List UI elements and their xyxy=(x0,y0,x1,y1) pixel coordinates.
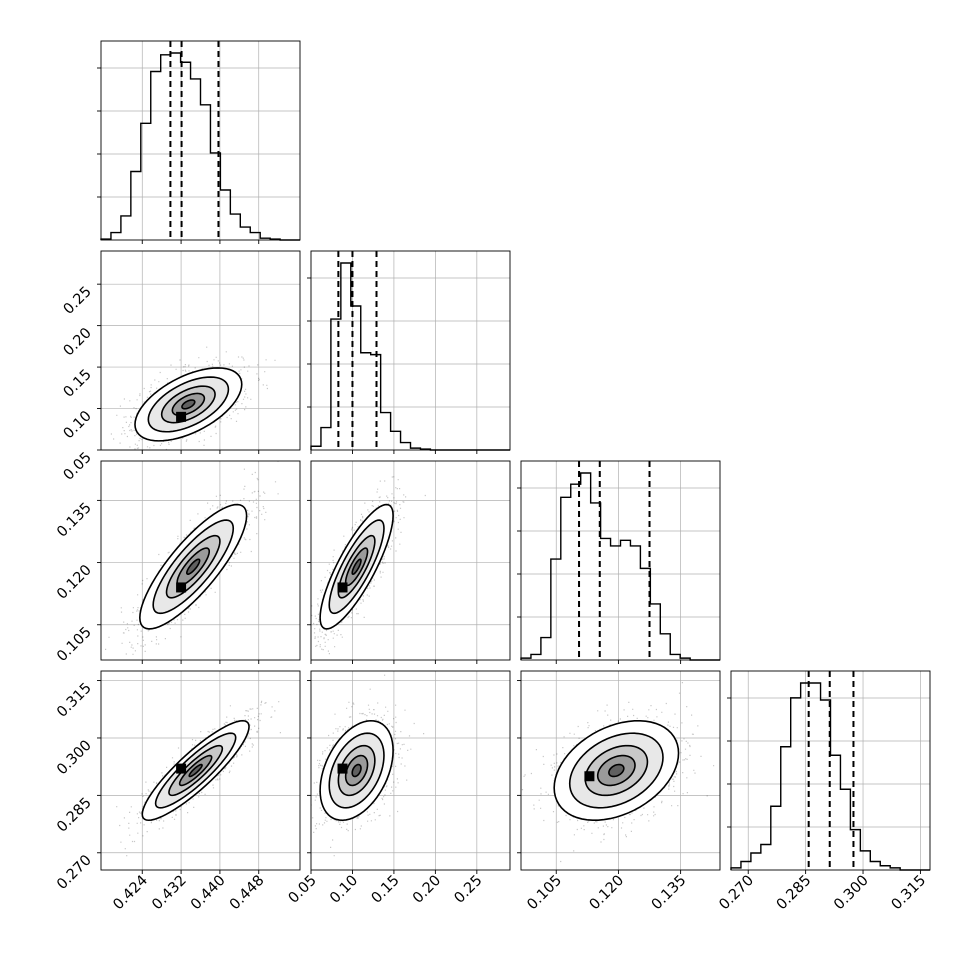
scatter-panel-1-2 xyxy=(311,476,426,655)
contour-0-1-4 xyxy=(181,399,196,410)
mode-0-2 xyxy=(176,582,187,593)
diag-panel-1 xyxy=(310,250,511,451)
x-tick-label-1-4: 0.25 xyxy=(452,873,486,907)
panel-2-3 xyxy=(520,670,721,871)
panel-0-2 xyxy=(100,460,301,661)
scatter-panel-0-3 xyxy=(116,700,281,857)
y-tick-label-1-2: 0.15 xyxy=(61,367,95,401)
x-tick-label-0-2: 0.440 xyxy=(188,873,229,914)
scatter-panel-2-3 xyxy=(521,682,720,863)
y-tick-label-1-0: 0.05 xyxy=(61,450,95,484)
y-tick-label-2-0: 0.105 xyxy=(54,624,95,665)
x-tick-label-1-0: 0.05 xyxy=(286,873,320,907)
mode-0-1 xyxy=(176,411,187,422)
diag-panel-3 xyxy=(730,670,931,871)
mode-0-3 xyxy=(176,763,187,774)
y-tick-label-1-3: 0.20 xyxy=(61,325,95,359)
histogram-2 xyxy=(520,472,720,661)
scatter-panel-0-1 xyxy=(110,346,276,450)
histogram-3 xyxy=(730,682,930,871)
x-tick-label-1-3: 0.20 xyxy=(410,873,444,907)
histogram-0 xyxy=(100,52,300,241)
x-tick-label-1-1: 0.10 xyxy=(327,873,361,907)
scatter-panel-1-3 xyxy=(311,674,425,857)
x-tick-label-3-3: 0.315 xyxy=(889,873,930,914)
y-tick-label-2-2: 0.135 xyxy=(54,500,95,541)
y-tick-label-3-3: 0.315 xyxy=(54,680,95,721)
panel-1-2 xyxy=(310,460,511,661)
x-tick-label-3-1: 0.285 xyxy=(774,873,815,914)
y-tick-label-2-1: 0.120 xyxy=(54,562,95,603)
x-tick-label-2-0: 0.105 xyxy=(524,873,565,914)
x-tick-label-2-1: 0.120 xyxy=(587,873,628,914)
panel-1-3 xyxy=(310,670,511,871)
x-tick-label-3-2: 0.300 xyxy=(831,873,872,914)
mode-1-3 xyxy=(337,763,348,774)
y-tick-label-3-0: 0.270 xyxy=(54,852,95,893)
contour-0-2-4 xyxy=(186,558,201,575)
x-tick-label-2-2: 0.135 xyxy=(649,873,690,914)
mode-2-3 xyxy=(584,771,595,782)
scatter-panel-0-2 xyxy=(105,461,279,655)
diag-panel-2 xyxy=(520,460,721,661)
x-tick-label-1-2: 0.15 xyxy=(369,873,403,907)
panel-0-1 xyxy=(100,250,301,451)
contour-1-3-4 xyxy=(351,763,362,778)
y-tick-label-3-1: 0.285 xyxy=(54,795,95,836)
mode-1-2 xyxy=(337,582,348,593)
contour-0-3-4 xyxy=(188,763,203,778)
diag-panel-0 xyxy=(100,40,301,241)
x-tick-label-0-3: 0.448 xyxy=(227,873,268,914)
x-tick-label-3-0: 0.270 xyxy=(716,873,757,914)
panel-0-3 xyxy=(100,670,301,871)
contour-1-2-4 xyxy=(351,558,362,575)
y-tick-label-1-1: 0.10 xyxy=(61,408,95,442)
y-tick-label-3-2: 0.300 xyxy=(54,737,95,778)
x-tick-label-0-0: 0.424 xyxy=(110,873,151,914)
y-tick-label-1-4: 0.25 xyxy=(61,284,95,318)
x-tick-label-0-1: 0.432 xyxy=(149,873,190,914)
contour-2-3-4 xyxy=(608,763,625,778)
